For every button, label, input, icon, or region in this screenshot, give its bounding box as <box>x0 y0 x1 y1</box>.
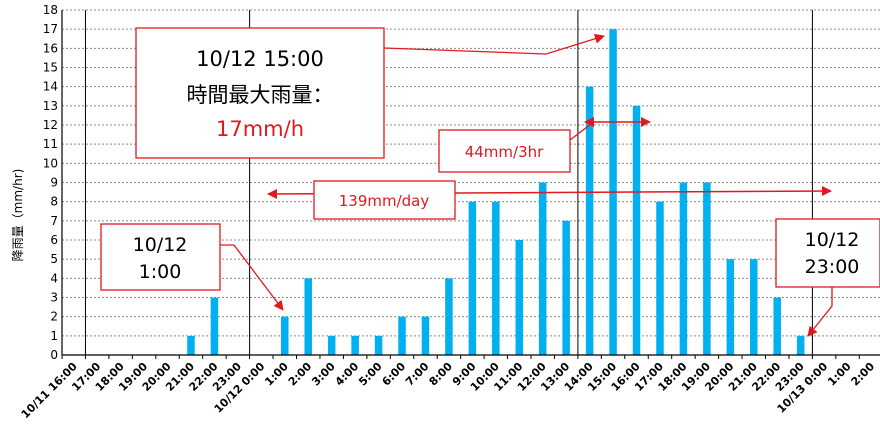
start-pointer-arrow <box>220 244 284 311</box>
three-hour-box <box>438 129 571 173</box>
bar <box>562 220 570 355</box>
start-box-time: 1:00 <box>139 261 182 283</box>
max-pointer-arrow <box>383 33 605 55</box>
x-axis: 10/11 16:0017:0018:0019:0020:0021:0022:0… <box>19 354 880 421</box>
end-box-time: 23:00 <box>805 256 860 278</box>
bar <box>421 316 430 355</box>
bar <box>351 335 359 355</box>
bar <box>773 297 781 355</box>
bar <box>445 278 453 355</box>
y-tick-label: 0 <box>50 348 58 362</box>
x-tick-label: 2:00 <box>286 360 315 389</box>
x-tick-label: 1:00 <box>825 360 854 389</box>
y-tick-label: 6 <box>50 233 58 247</box>
start-box-date: 10/12 <box>133 234 188 256</box>
y-tick-label: 16 <box>43 41 58 55</box>
bar <box>515 240 524 355</box>
x-tick-label: 3:00 <box>309 360 338 389</box>
bar <box>585 86 594 356</box>
y-tick-label: 2 <box>50 310 58 324</box>
y-tick-label: 18 <box>43 3 58 17</box>
start-time-box <box>100 223 221 291</box>
bar <box>679 182 688 355</box>
y-tick-label: 9 <box>50 176 58 190</box>
max-box-title: 時間最大雨量： <box>187 83 334 107</box>
bar <box>304 278 312 355</box>
x-tick-label: 8:00 <box>426 360 455 389</box>
three-hour-text: 44mm/3hr <box>465 143 544 161</box>
bar <box>796 335 805 355</box>
x-tick-label: 5:00 <box>356 360 385 389</box>
bar <box>492 201 500 355</box>
bar <box>187 335 195 355</box>
x-tick-label: 1:00 <box>262 360 291 389</box>
bar <box>468 201 477 355</box>
max-box-datetime: 10/12 15:00 <box>196 47 324 71</box>
y-axis-label: 降雨量（mm/hr) <box>11 169 25 262</box>
daily-text: 139mm/day <box>339 192 430 210</box>
y-tick-label: 14 <box>43 80 58 94</box>
bar <box>656 201 664 355</box>
y-tick-label: 5 <box>50 252 58 266</box>
max-rainfall-box <box>135 27 385 159</box>
bar <box>210 297 219 355</box>
max-box-value: 17mm/h <box>216 117 304 141</box>
annotations: 10/12 15:00 時間最大雨量： 17mm/h 44mm/3hr 139mm/da… <box>100 27 880 337</box>
x-tick-label: 4:00 <box>333 360 362 389</box>
y-tick-label: 13 <box>43 99 58 113</box>
end-box-date: 10/12 <box>805 229 860 251</box>
x-tick-label: 10/11 16:00 <box>19 360 80 421</box>
bar <box>281 316 289 355</box>
three-hour-leader <box>569 123 592 141</box>
x-tick-label: 7:00 <box>403 360 432 389</box>
y-tick-label: 12 <box>43 118 58 132</box>
y-tick-label: 3 <box>50 291 58 305</box>
bar <box>703 182 711 355</box>
bar <box>750 259 758 355</box>
y-tick-label: 8 <box>50 195 58 209</box>
y-tick-label: 10 <box>43 156 58 170</box>
x-tick-label: 6:00 <box>380 360 409 389</box>
bar <box>726 259 735 355</box>
y-tick-label: 7 <box>50 214 58 228</box>
y-tick-label: 17 <box>43 22 58 36</box>
end-pointer-arrow <box>807 287 833 337</box>
bar <box>398 316 406 355</box>
y-tick-label: 4 <box>50 271 58 285</box>
bar <box>538 182 547 355</box>
bar <box>327 335 336 355</box>
y-tick-label: 1 <box>50 329 58 343</box>
y-tick-label: 11 <box>43 137 58 151</box>
y-tick-label: 15 <box>43 61 58 75</box>
x-tick-label: 2:00 <box>849 360 878 389</box>
bar <box>374 335 383 355</box>
end-time-box <box>775 218 880 288</box>
daily-box <box>313 180 456 220</box>
bar <box>632 105 641 355</box>
